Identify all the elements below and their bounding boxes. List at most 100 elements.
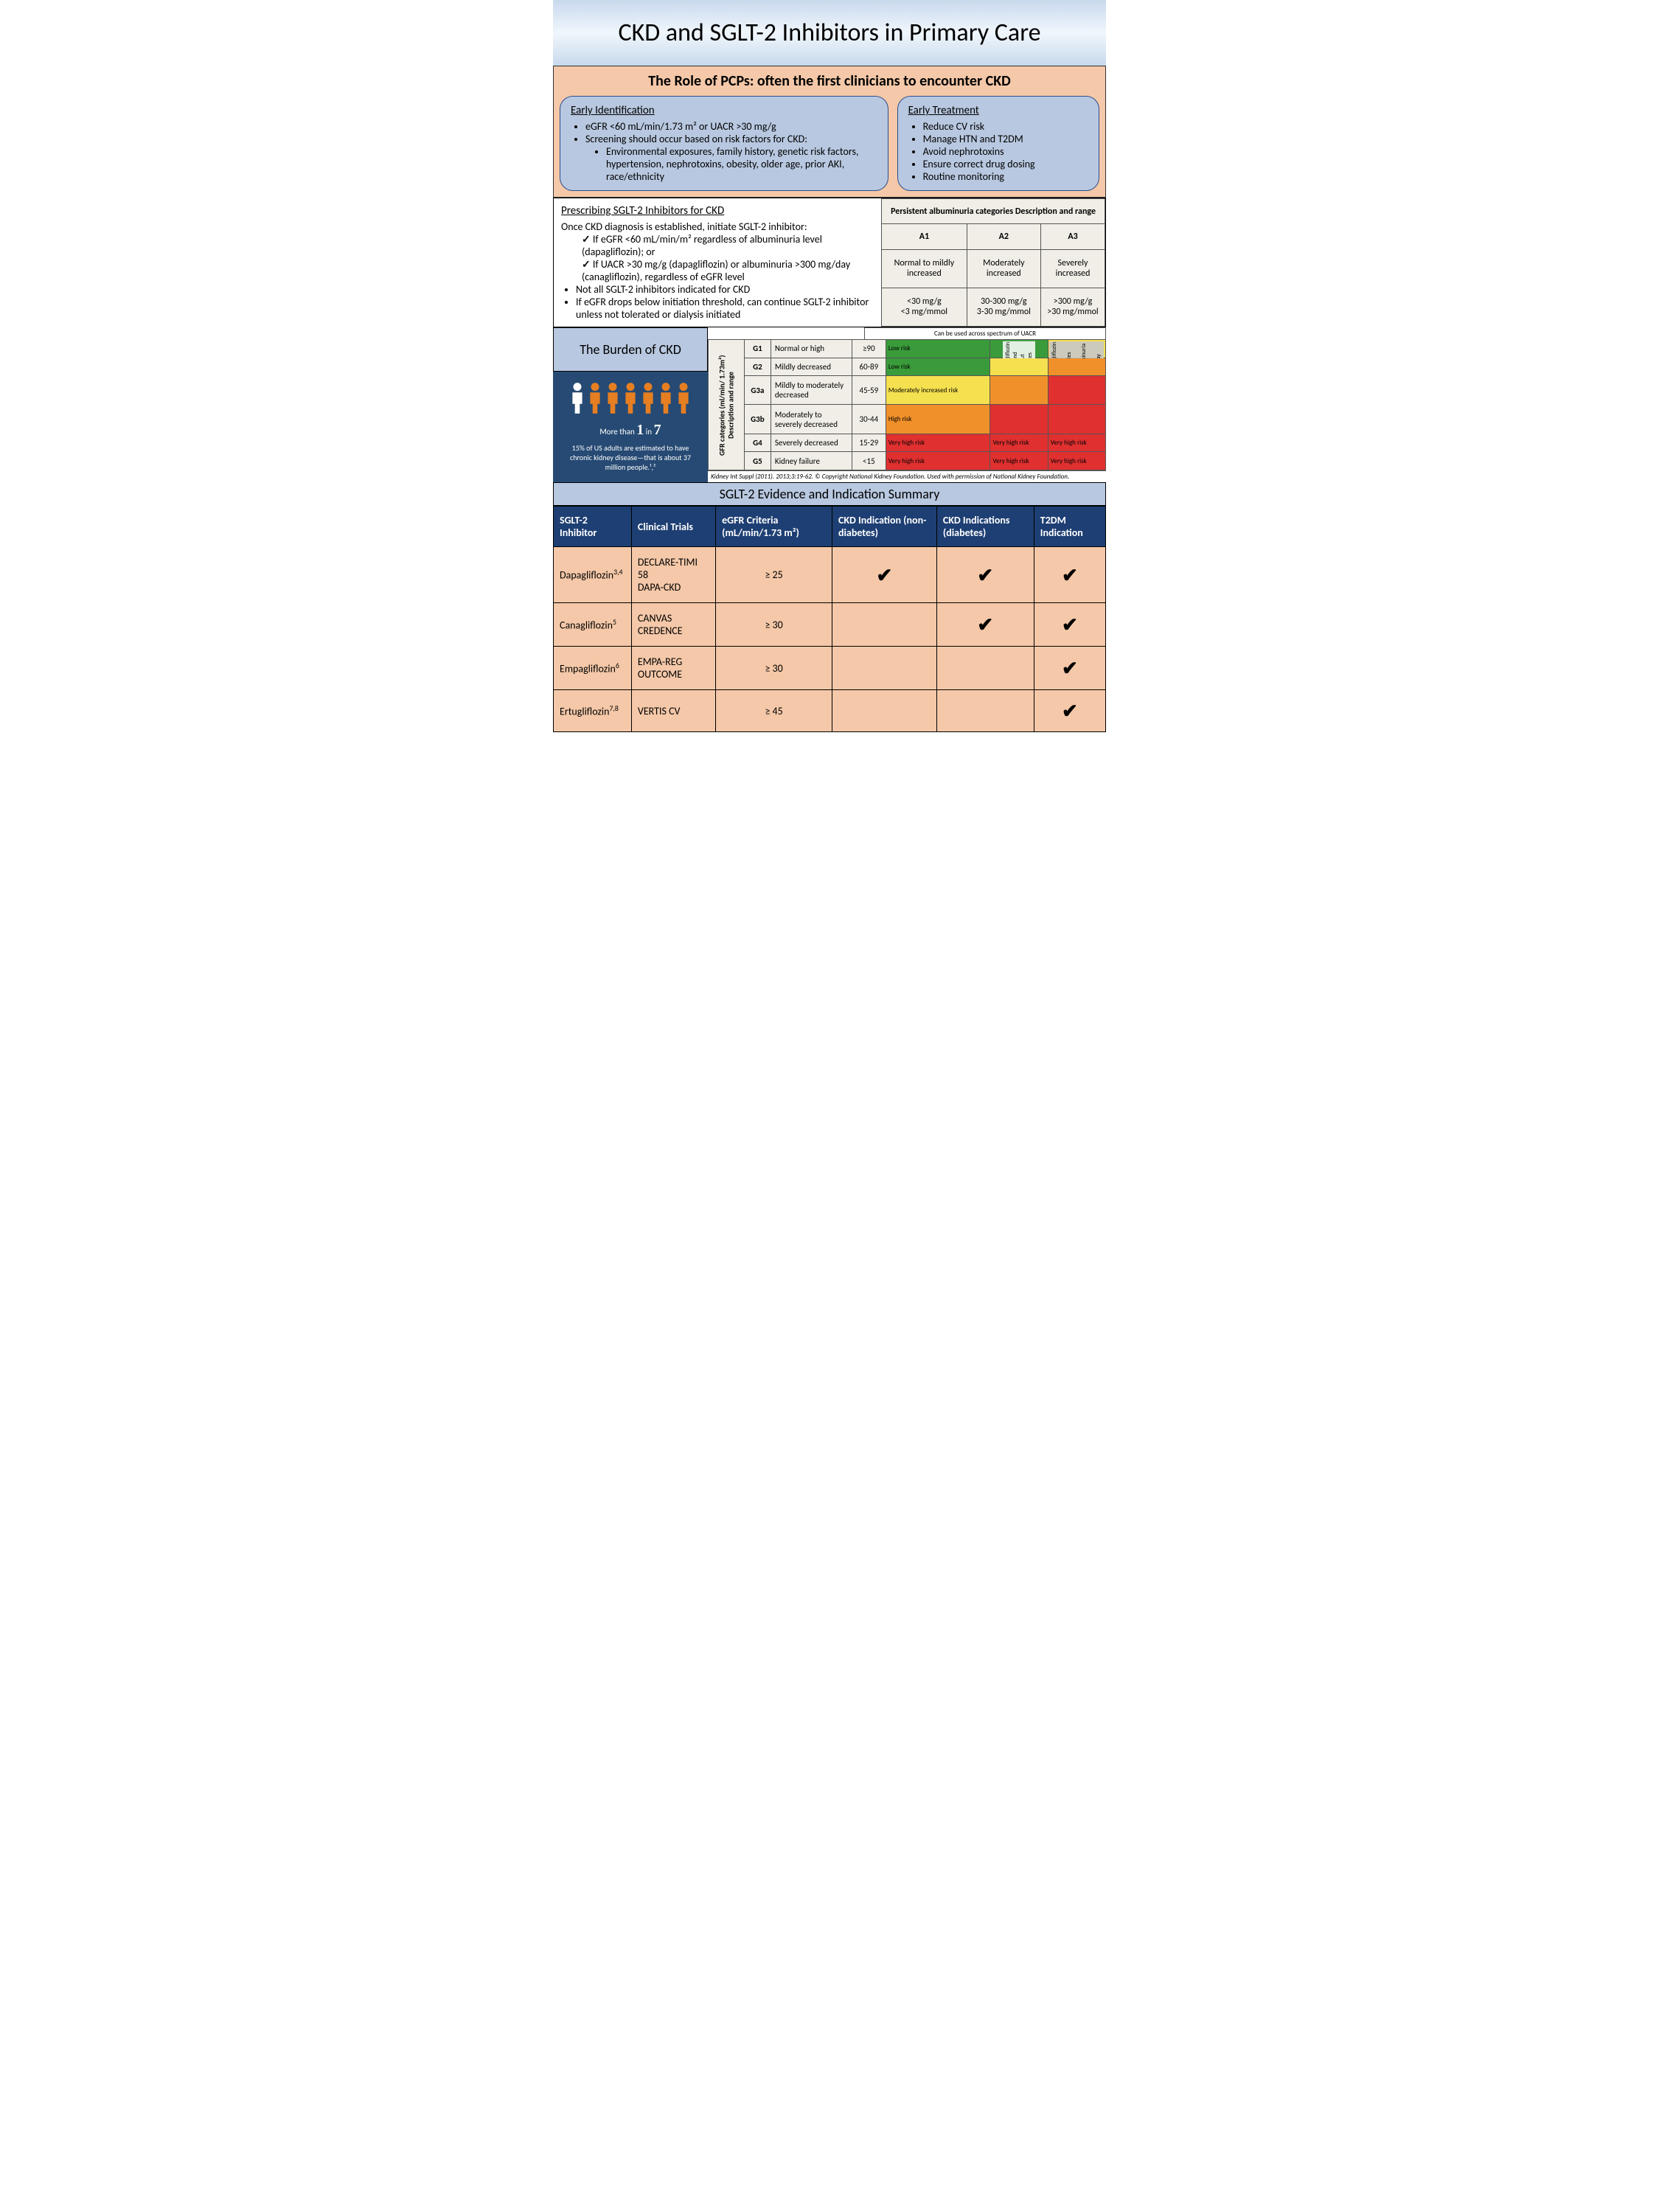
risk-cell: Very high risk xyxy=(886,434,990,452)
prescribe-text: Prescribing SGLT-2 Inhibitors for CKD On… xyxy=(554,198,881,327)
list-item: If eGFR <60 mL/min/m² regardless of albu… xyxy=(582,233,874,258)
albu-desc: Moderately increased xyxy=(967,249,1040,288)
evidence-trials: VERTIS CV xyxy=(631,690,715,732)
evidence-ckd-d: ✔ xyxy=(936,603,1034,647)
evidence-header-cell: eGFR Criteria (mL/min/1.73 m²) xyxy=(716,507,832,547)
table-row: Empagliflozin6EMPA-REG OUTCOME≥ 30 ✔ xyxy=(554,647,1106,690)
evidence-drug: Dapagliflozin3,4 xyxy=(554,547,632,603)
risk-cell: High risk xyxy=(886,405,990,434)
evidence-drug: Ertugliflozin7,8 xyxy=(554,690,632,732)
early-identification-box: Early Identification eGFR <60 mL/min/1.7… xyxy=(560,96,888,191)
prescribe-bullets: Not all SGLT-2 inhibitors indicated for … xyxy=(561,283,874,321)
risk-cell: Very high risk xyxy=(990,452,1048,470)
albu-col: A3 xyxy=(1040,224,1105,249)
gfr-range: 45-59 xyxy=(852,376,886,405)
gfr-desc: Kidney failure xyxy=(771,452,852,470)
gfr-grid: Can be used across spectrum of UACR GFR … xyxy=(708,327,1106,482)
pcp-section: The Role of PCPs: often the first clinic… xyxy=(553,66,1106,198)
gfr-stage: G2 xyxy=(744,358,771,376)
burden-stat: More than 1 in 7 xyxy=(560,422,700,439)
albu-range: <30 mg/g <3 mg/mmol xyxy=(882,288,967,326)
albu-col: A2 xyxy=(967,224,1040,249)
albu-desc: Severely increased xyxy=(1040,249,1105,288)
risk-cell: Low risk xyxy=(886,340,990,358)
evidence-ckd-d: ✔ xyxy=(936,547,1034,603)
evidence-egfr: ≥ 45 xyxy=(716,690,832,732)
gfr-stage: G1 xyxy=(744,340,771,358)
list-item: Ensure correct drug dosing xyxy=(923,158,1088,170)
person-icon xyxy=(640,382,656,414)
albu-range: >300 mg/g >30 mg/mmol xyxy=(1040,288,1105,326)
evidence-egfr: ≥ 30 xyxy=(716,647,832,690)
gfr-stage: G3b xyxy=(744,405,771,434)
list-item: If eGFR drops below initiation threshold… xyxy=(576,296,874,321)
burden-text: 15% of US adults are estimated to have c… xyxy=(560,443,700,472)
gfr-desc: Moderately to severely decreased xyxy=(771,405,852,434)
person-icon xyxy=(569,382,585,414)
risk-cell xyxy=(1048,358,1105,376)
middle-row: The Burden of CKD More than 1 in 7 15% o… xyxy=(553,327,1106,482)
risk-cell: Very high risk xyxy=(1048,452,1105,470)
evidence-drug: Canagliflozin5 xyxy=(554,603,632,647)
gfr-range: 30-44 xyxy=(852,405,886,434)
risk-cell: Very high risk xyxy=(1048,434,1105,452)
prescribe-row: Prescribing SGLT-2 Inhibitors for CKD On… xyxy=(553,198,1106,327)
albu-range: 30-300 mg/g 3-30 mg/mmol xyxy=(967,288,1040,326)
early-id-heading: Early Identification xyxy=(571,104,877,117)
gfr-desc: Normal or high xyxy=(771,340,852,358)
list-item: If UACR >30 mg/g (dapagliflozin) or albu… xyxy=(582,258,874,283)
table-row: Ertugliflozin7,8VERTIS CV≥ 45 ✔ xyxy=(554,690,1106,732)
risk-cell xyxy=(1048,405,1105,434)
evidence-header-cell: CKD Indication (non-diabetes) xyxy=(832,507,936,547)
page-title: CKD and SGLT-2 Inhibitors in Primary Car… xyxy=(568,18,1091,48)
gfr-stage: G3a xyxy=(744,376,771,405)
evidence-t2dm: ✔ xyxy=(1034,690,1105,732)
person-icon xyxy=(622,382,639,414)
risk-cell: Very high risk xyxy=(990,434,1048,452)
gfr-desc: Mildly decreased xyxy=(771,358,852,376)
evidence-egfr: ≥ 30 xyxy=(716,603,832,647)
early-id-list: eGFR <60 mL/min/1.73 m² or UACR >30 mg/g… xyxy=(571,120,877,183)
pcp-heading: The Role of PCPs: often the first clinic… xyxy=(560,72,1099,90)
early-tx-list: Reduce CV risk Manage HTN and T2DM Avoid… xyxy=(908,120,1088,183)
gfr-desc: Mildly to moderately decreased xyxy=(771,376,852,405)
list-item: Reduce CV risk xyxy=(923,120,1088,133)
table-row: Dapagliflozin3,4DECLARE-TIMI 58 DAPA-CKD… xyxy=(554,547,1106,603)
albu-desc: Normal to mildly increased xyxy=(882,249,967,288)
evidence-ckd-nd: ✔ xyxy=(832,547,936,603)
prescribe-checklist: If eGFR <60 mL/min/m² regardless of albu… xyxy=(561,233,874,283)
risk-cell xyxy=(990,376,1048,405)
gfr-range: <15 xyxy=(852,452,886,470)
person-icon xyxy=(587,382,603,414)
evidence-header-cell: CKD Indications (diabetes) xyxy=(936,507,1034,547)
evidence-ckd-nd xyxy=(832,603,936,647)
evidence-trials: EMPA-REG OUTCOME xyxy=(631,647,715,690)
gfr-axis-label: GFR categories (ml/min/ 1.73m²) Descript… xyxy=(709,340,745,470)
gfr-stage: G5 xyxy=(744,452,771,470)
person-icon xyxy=(605,382,621,414)
evidence-t2dm: ✔ xyxy=(1034,647,1105,690)
burden-box: The Burden of CKD More than 1 in 7 15% o… xyxy=(553,327,708,482)
risk-cell: Dapagliflozin with and without diabetes xyxy=(990,340,1048,358)
uacr-note: Can be used across spectrum of UACR xyxy=(864,327,1106,339)
gfr-stage: G4 xyxy=(744,434,771,452)
risk-cell xyxy=(990,358,1048,376)
list-item: Environmental exposures, family history,… xyxy=(606,145,877,183)
prescribe-heading: Prescribing SGLT-2 Inhibitors for CKD xyxy=(561,204,874,218)
gfr-range: 15-29 xyxy=(852,434,886,452)
risk-cell: Moderately increased risk xyxy=(886,376,990,405)
evidence-table: SGLT-2 InhibitorClinical TrialseGFR Crit… xyxy=(553,506,1106,732)
burden-figures: More than 1 in 7 15% of US adults are es… xyxy=(553,372,708,482)
early-treatment-box: Early Treatment Reduce CV risk Manage HT… xyxy=(897,96,1099,191)
evidence-ckd-nd xyxy=(832,690,936,732)
header-band: CKD and SGLT-2 Inhibitors in Primary Car… xyxy=(553,0,1106,66)
evidence-t2dm: ✔ xyxy=(1034,603,1105,647)
albu-title: Persistent albuminuria categories Descri… xyxy=(882,199,1105,224)
list-item: Screening should occur based on risk fac… xyxy=(585,133,877,183)
albuminuria-table: Persistent albuminuria categories Descri… xyxy=(881,198,1105,327)
gfr-table: GFR categories (ml/min/ 1.73m²) Descript… xyxy=(708,339,1106,470)
evidence-drug: Empagliflozin6 xyxy=(554,647,632,690)
gfr-citation: Kidney Int Suppl (2011). 2013;3:19-62. ©… xyxy=(708,470,1106,482)
evidence-header-cell: T2DM Indication xyxy=(1034,507,1105,547)
evidence-ckd-nd xyxy=(832,647,936,690)
